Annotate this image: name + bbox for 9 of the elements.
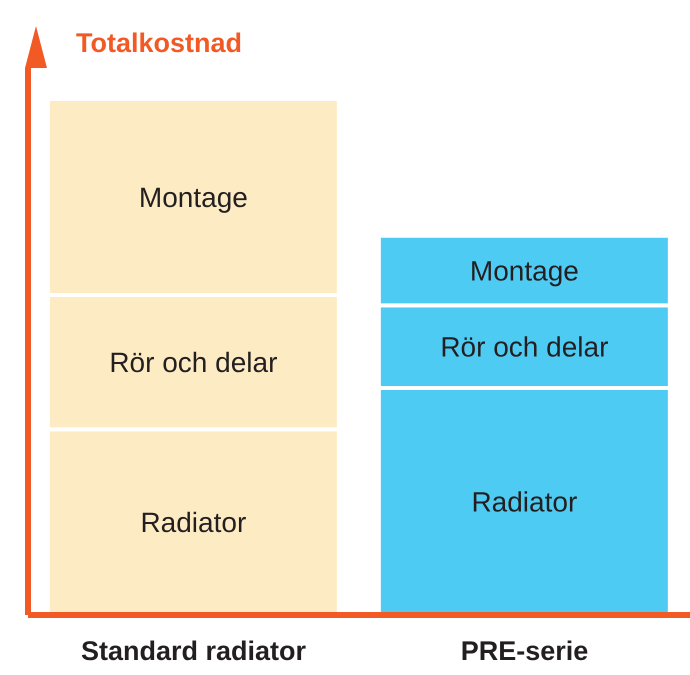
series-label: Radiator: [140, 507, 246, 538]
text: Radiator: [471, 486, 578, 518]
y-axis-title: Totalkostnad: [76, 28, 242, 59]
text: Rör och delar: [109, 347, 278, 378]
series-label: Montage: [470, 255, 579, 286]
text: Montage: [138, 182, 248, 213]
x-tick-label: PRE-serie: [460, 636, 588, 666]
x-tick-label: Standard radiator: [80, 636, 307, 666]
series-label: Rör och delar: [440, 332, 608, 363]
